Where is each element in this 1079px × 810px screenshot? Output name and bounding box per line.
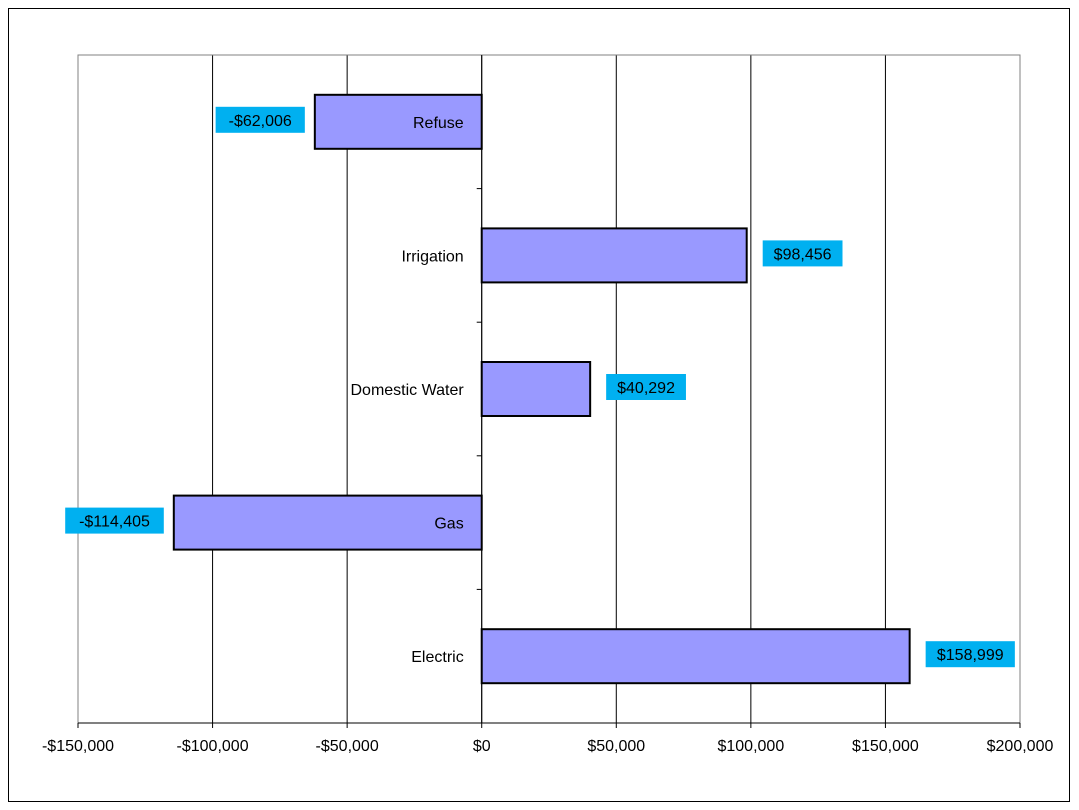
data-label: -$114,405 [79,514,150,531]
bar [480,227,748,284]
x-tick-label: $150,000 [852,738,919,755]
bar [313,93,483,150]
x-tick-label: -$150,000 [42,738,114,755]
x-tick-label: -$100,000 [177,738,249,755]
category-label: Domestic Water [351,382,465,399]
data-label-bg [215,106,305,133]
x-tick-label: -$50,000 [316,738,379,755]
bar [172,494,483,551]
category-label: Irrigation [401,248,463,265]
bar [480,628,911,685]
category-label: Refuse [413,115,464,132]
x-tick-label: $100,000 [717,738,784,755]
data-label-bg [762,240,843,267]
x-tick-label: $50,000 [587,738,645,755]
data-label-bg [65,507,164,534]
data-label-bg [925,641,1015,668]
data-label: $158,999 [937,647,1004,664]
x-tick-label: $200,000 [987,738,1054,755]
x-tick-label: $0 [473,738,491,755]
data-label: $40,292 [617,380,675,397]
category-label: Gas [434,516,463,533]
category-label: Electric [411,649,463,666]
data-label-bg [606,374,686,400]
data-label: $98,456 [774,246,832,263]
bar [480,361,592,417]
data-label: -$62,006 [229,113,292,130]
